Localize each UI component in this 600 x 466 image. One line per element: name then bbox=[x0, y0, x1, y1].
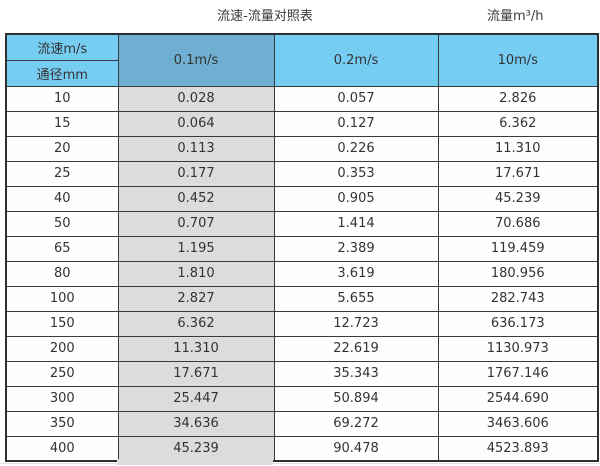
cell-flow-0.1ms: 34.636 bbox=[117, 410, 275, 437]
cell-flow-0.1ms: 0.064 bbox=[117, 110, 275, 137]
cell-flow-10ms: 282.743 bbox=[437, 285, 599, 312]
cell-flow-0.2ms: 5.655 bbox=[273, 285, 439, 312]
cell-flow-10ms: 4523.893 bbox=[437, 435, 599, 462]
table-row: 400 45.239 90.478 4523.893 bbox=[5, 435, 599, 462]
cell-flow-0.1ms: 0.707 bbox=[117, 210, 275, 237]
cell-diameter: 400 bbox=[5, 435, 119, 462]
table-title: 流速-流量对照表 bbox=[217, 9, 313, 24]
cell-flow-10ms: 180.956 bbox=[437, 260, 599, 287]
cell-flow-10ms: 1767.146 bbox=[437, 360, 599, 387]
cell-flow-0.1ms: 0.452 bbox=[117, 185, 275, 212]
cell-flow-10ms: 6.362 bbox=[437, 110, 599, 137]
cell-flow-0.1ms: 11.310 bbox=[117, 335, 275, 362]
cell-diameter: 40 bbox=[5, 185, 119, 212]
table-row: 40 0.452 0.905 45.239 bbox=[5, 185, 599, 212]
cell-diameter: 20 bbox=[5, 135, 119, 162]
table-row: 20 0.113 0.226 11.310 bbox=[5, 135, 599, 162]
cell-diameter: 250 bbox=[5, 360, 119, 387]
table-row: 200 11.310 22.619 1130.973 bbox=[5, 335, 599, 362]
cell-diameter: 50 bbox=[5, 210, 119, 237]
highlighted-column-tail bbox=[117, 459, 273, 465]
table-row: 50 0.707 1.414 70.686 bbox=[5, 210, 599, 237]
cell-flow-0.1ms: 0.177 bbox=[117, 160, 275, 187]
cell-diameter: 300 bbox=[5, 385, 119, 412]
cell-flow-0.1ms: 25.447 bbox=[117, 385, 275, 412]
table-body: 10 0.028 0.057 2.826 15 0.064 0.127 6.362 20 0.11… bbox=[5, 85, 599, 462]
table-row: 150 6.362 12.723 636.173 bbox=[5, 310, 599, 337]
cell-flow-10ms: 2.826 bbox=[437, 85, 599, 112]
cell-flow-0.1ms: 6.362 bbox=[117, 310, 275, 337]
header-row-diameter: 通径mm bbox=[5, 59, 598, 87]
cell-flow-0.1ms: 1.195 bbox=[117, 235, 275, 262]
cell-flow-0.2ms: 50.894 bbox=[273, 385, 439, 412]
cell-flow-10ms: 2544.690 bbox=[437, 385, 599, 412]
table-row: 100 2.827 5.655 282.743 bbox=[5, 285, 599, 312]
cell-diameter: 350 bbox=[5, 410, 119, 437]
cell-flow-0.2ms: 22.619 bbox=[273, 335, 439, 362]
cell-diameter: 65 bbox=[5, 235, 119, 262]
cell-flow-0.1ms: 2.827 bbox=[117, 285, 275, 312]
cell-diameter: 15 bbox=[5, 110, 119, 137]
table-row: 15 0.064 0.127 6.362 bbox=[5, 110, 599, 137]
flow-unit-label: 流量m³/h bbox=[487, 9, 544, 24]
table-row: 25 0.177 0.353 17.671 bbox=[5, 160, 599, 187]
cell-diameter: 150 bbox=[5, 310, 119, 337]
cell-diameter: 10 bbox=[5, 85, 119, 112]
cell-flow-0.2ms: 35.343 bbox=[273, 360, 439, 387]
cell-flow-10ms: 636.173 bbox=[437, 310, 599, 337]
cell-flow-0.2ms: 3.619 bbox=[273, 260, 439, 287]
header-row-velocity: 流速m/s 0.1m/s 0.2m/s 10m/s bbox=[5, 33, 599, 87]
cell-diameter: 200 bbox=[5, 335, 119, 362]
cell-diameter: 25 bbox=[5, 160, 119, 187]
header-col-0.2ms: 0.2m/s bbox=[273, 33, 439, 87]
header-col-0.1ms: 0.1m/s bbox=[117, 33, 275, 87]
cell-flow-0.1ms: 1.810 bbox=[117, 260, 275, 287]
header-diameter-label: 通径mm bbox=[5, 59, 119, 87]
table-row: 80 1.810 3.619 180.956 bbox=[5, 260, 599, 287]
cell-flow-10ms: 17.671 bbox=[437, 160, 599, 187]
table-row: 250 17.671 35.343 1767.146 bbox=[5, 360, 599, 387]
flow-rate-table: 流速m/s 0.1m/s 0.2m/s 10m/s 通径mm 10 0.028 0.… bbox=[5, 33, 599, 462]
cell-flow-0.2ms: 12.723 bbox=[273, 310, 439, 337]
cell-flow-0.1ms: 45.239 bbox=[117, 435, 275, 462]
cell-flow-0.2ms: 69.272 bbox=[273, 410, 439, 437]
table-row: 65 1.195 2.389 119.459 bbox=[5, 235, 599, 262]
cell-flow-0.2ms: 1.414 bbox=[273, 210, 439, 237]
cell-flow-0.2ms: 0.127 bbox=[273, 110, 439, 137]
cell-flow-0.1ms: 0.028 bbox=[117, 85, 275, 112]
cell-flow-10ms: 70.686 bbox=[437, 210, 599, 237]
header-col-10ms: 10m/s bbox=[437, 33, 599, 87]
cell-flow-0.2ms: 0.057 bbox=[273, 85, 439, 112]
cell-flow-10ms: 11.310 bbox=[437, 135, 599, 162]
cell-diameter: 100 bbox=[5, 285, 119, 312]
header-velocity-label: 流速m/s bbox=[5, 33, 119, 61]
cell-flow-10ms: 3463.606 bbox=[437, 410, 599, 437]
cell-flow-0.2ms: 0.905 bbox=[273, 185, 439, 212]
cell-flow-0.2ms: 0.226 bbox=[273, 135, 439, 162]
table-row: 10 0.028 0.057 2.826 bbox=[5, 85, 599, 112]
cell-flow-10ms: 45.239 bbox=[437, 185, 599, 212]
cell-flow-0.2ms: 90.478 bbox=[273, 435, 439, 462]
cell-diameter: 80 bbox=[5, 260, 119, 287]
cell-flow-10ms: 119.459 bbox=[437, 235, 599, 262]
image-bottom-edge bbox=[0, 463, 600, 464]
cell-flow-10ms: 1130.973 bbox=[437, 335, 599, 362]
cell-flow-0.2ms: 2.389 bbox=[273, 235, 439, 262]
table-row: 350 34.636 69.272 3463.606 bbox=[5, 410, 599, 437]
cell-flow-0.1ms: 17.671 bbox=[117, 360, 275, 387]
table-row: 300 25.447 50.894 2544.690 bbox=[5, 385, 599, 412]
cell-flow-0.1ms: 0.113 bbox=[117, 135, 275, 162]
cell-flow-0.2ms: 0.353 bbox=[273, 160, 439, 187]
